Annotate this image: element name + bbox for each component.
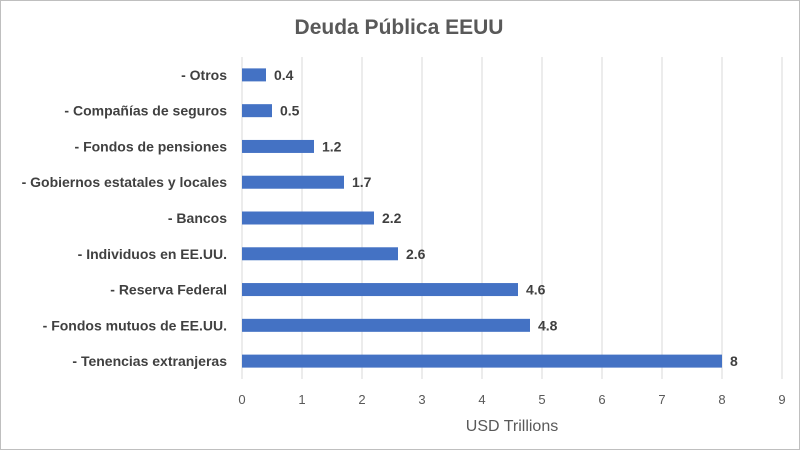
- chart-title: Deuda Pública EEUU: [295, 16, 504, 39]
- data-labels: 8 4.8 4.6 2.6 2.2 1.7 1.2 0.5 0.4: [274, 67, 738, 369]
- x-tick-label: 7: [658, 392, 665, 407]
- bar: [242, 318, 530, 332]
- bar: [242, 283, 518, 297]
- x-tick-label: 4: [478, 392, 485, 407]
- category-labels: - Tenencias extranjeras - Fondos mutuos d…: [22, 67, 228, 369]
- data-label: 0.5: [280, 103, 300, 119]
- bars: [242, 68, 722, 368]
- data-label: 4.6: [526, 282, 546, 298]
- category-label: - Compañías de seguros: [64, 103, 227, 119]
- bar: [242, 104, 272, 118]
- bar: [242, 175, 344, 189]
- x-tick-label: 5: [538, 392, 545, 407]
- data-label: 2.6: [406, 246, 426, 262]
- category-label: - Fondos mutuos de EE.UU.: [43, 317, 227, 333]
- x-tick-label: 0: [238, 392, 245, 407]
- data-label: 8: [730, 353, 738, 369]
- category-label: - Gobiernos estatales y locales: [22, 174, 228, 190]
- x-tick-label: 6: [598, 392, 605, 407]
- bar: [242, 354, 722, 368]
- bar: [242, 139, 314, 153]
- data-label: 1.7: [352, 174, 372, 190]
- bar: [242, 247, 398, 261]
- data-label: 2.2: [382, 210, 402, 226]
- category-label: - Bancos: [168, 210, 227, 226]
- category-label: - Tenencias extranjeras: [72, 353, 227, 369]
- x-tick-labels: 0 1 2 3 4 5 6 7 8 9: [238, 392, 785, 407]
- data-label: 1.2: [322, 138, 342, 154]
- bar: [242, 68, 266, 82]
- x-axis-title: USD Trillions: [466, 418, 558, 435]
- data-label: 0.4: [274, 67, 294, 83]
- gridlines: [241, 57, 783, 379]
- x-tick-label: 2: [358, 392, 365, 407]
- x-tick-label: 9: [778, 392, 785, 407]
- category-label: - Fondos de pensiones: [75, 138, 228, 154]
- category-label: - Reserva Federal: [110, 282, 227, 298]
- bar: [242, 211, 374, 225]
- x-tick-label: 3: [418, 392, 425, 407]
- x-tick-label: 8: [718, 392, 725, 407]
- category-label: - Individuos en EE.UU.: [78, 246, 227, 262]
- x-tick-label: 1: [298, 392, 305, 407]
- category-label: - Otros: [181, 67, 227, 83]
- data-label: 4.8: [538, 317, 558, 333]
